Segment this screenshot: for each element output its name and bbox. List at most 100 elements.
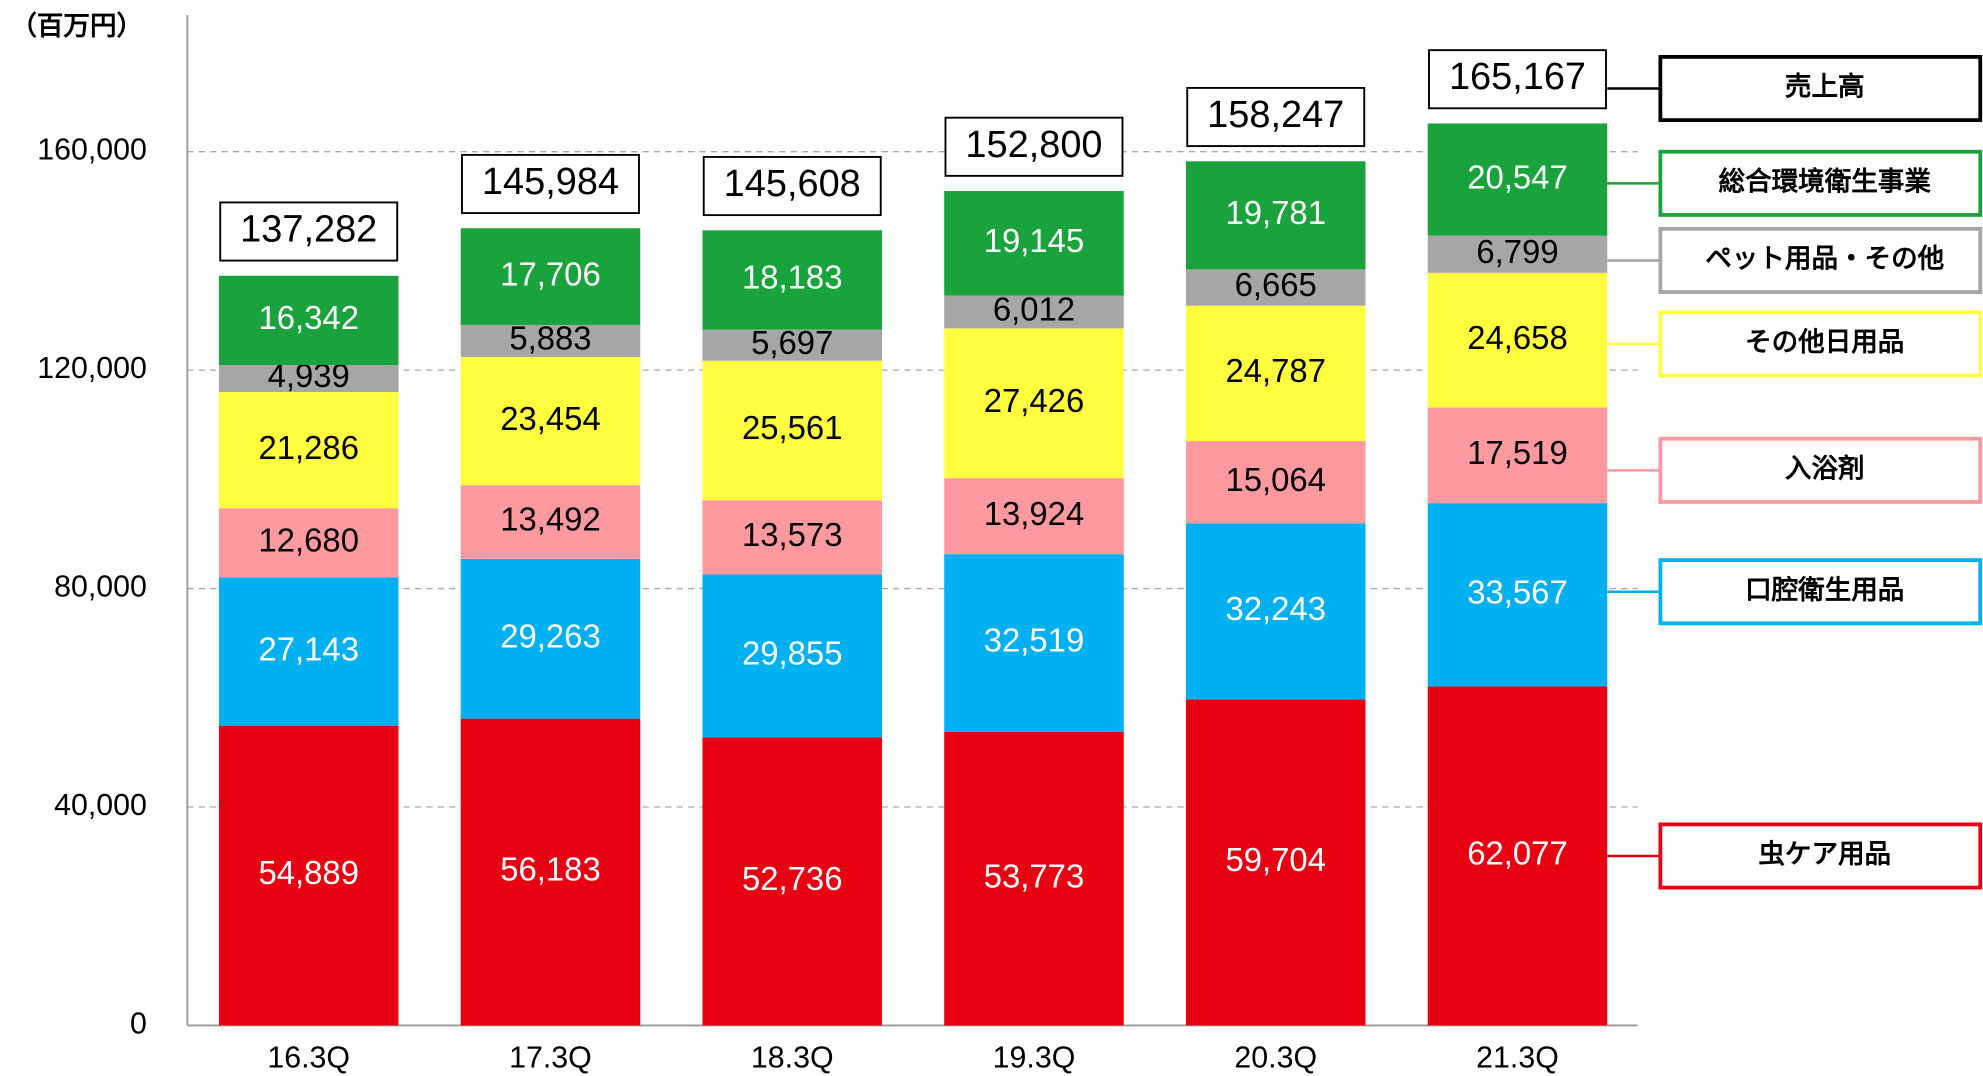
data-label: 12,680: [258, 522, 359, 559]
total-label: 165,167: [1449, 56, 1586, 98]
bar-segment: [702, 500, 883, 575]
data-label: 29,855: [742, 635, 843, 672]
total-label: 145,608: [724, 163, 861, 205]
bar-segment: [1427, 686, 1608, 1026]
bar-segment: [218, 391, 399, 509]
data-label: 32,243: [1225, 590, 1326, 627]
bar-segment: [1185, 441, 1366, 524]
data-label: 13,492: [500, 501, 601, 538]
bar-segment: [218, 577, 399, 726]
bar-segment: [218, 508, 399, 578]
data-label: 33,567: [1467, 573, 1568, 610]
data-label: 18,183: [742, 259, 843, 296]
data-label: 56,183: [500, 851, 601, 888]
data-label: 17,519: [1467, 434, 1568, 471]
legend-label: その他日用品: [1745, 327, 1904, 357]
bar-segment: [218, 275, 399, 366]
data-label: 17,706: [500, 255, 601, 292]
bar-segment: [1185, 269, 1366, 306]
total-label: 145,984: [482, 161, 619, 203]
legend-box: [1658, 436, 1983, 504]
total-box: [944, 116, 1124, 177]
data-label: 16,342: [258, 299, 359, 336]
data-label: 5,697: [751, 324, 833, 361]
bar-segment: [460, 357, 641, 486]
y-tick-label: 160,000: [37, 134, 147, 167]
total-box: [461, 153, 640, 215]
legend-box: [1658, 822, 1983, 890]
bar-segment: [1427, 407, 1608, 504]
x-tick-label: 17.3Q: [509, 1042, 592, 1075]
data-label: 19,145: [984, 222, 1085, 259]
data-label: 53,773: [984, 857, 1085, 894]
data-label: 6,012: [993, 291, 1075, 328]
bar-segment: [944, 191, 1124, 296]
data-label: 13,573: [742, 516, 843, 553]
legend-box: [1658, 55, 1983, 123]
bar-segment: [1185, 523, 1366, 700]
data-label: 6,799: [1476, 233, 1558, 270]
bar-segment: [702, 329, 883, 361]
y-tick-label: 0: [130, 1007, 147, 1040]
data-label: 24,658: [1467, 319, 1568, 356]
bar-segment: [1185, 699, 1366, 1026]
bar-segment: [218, 365, 399, 392]
total-label: 158,247: [1207, 94, 1344, 136]
data-label: 54,889: [258, 854, 359, 891]
data-label: 29,263: [500, 617, 601, 654]
data-label: 59,704: [1225, 841, 1326, 878]
bar-segment: [1427, 503, 1608, 687]
total-box: [219, 201, 399, 262]
bar-segment: [1185, 305, 1366, 442]
data-label: 24,787: [1225, 352, 1326, 389]
bar-segment: [218, 725, 399, 1026]
data-label: 15,064: [1225, 461, 1326, 498]
data-label: 23,454: [500, 400, 601, 437]
bar-segment: [1427, 123, 1608, 236]
bar-segment: [1185, 161, 1366, 270]
bar-segment: [702, 230, 883, 330]
legend-box: [1658, 558, 1983, 626]
total-box: [1428, 49, 1607, 110]
bar-segment: [460, 324, 641, 358]
bar-segment: [460, 485, 641, 559]
legend-box: [1658, 226, 1983, 294]
data-label: 62,077: [1467, 835, 1568, 872]
y-tick-label: 120,000: [37, 352, 147, 385]
data-label: 27,143: [258, 630, 359, 667]
bar-segment: [944, 295, 1124, 329]
total-label: 137,282: [240, 209, 377, 251]
legend-label: 売上高: [1785, 72, 1865, 102]
bar-segment: [1427, 235, 1608, 273]
x-tick-label: 20.3Q: [1234, 1042, 1317, 1075]
legend-box: [1658, 149, 1983, 217]
x-tick-label: 19.3Q: [993, 1042, 1076, 1075]
total-box: [702, 156, 882, 217]
bar-segment: [1427, 272, 1608, 408]
data-label: 20,547: [1467, 158, 1568, 195]
legend-label: 虫ケア用品: [1758, 839, 1891, 869]
x-tick-label: 21.3Q: [1476, 1042, 1559, 1075]
legend-box: [1658, 310, 1983, 378]
data-label: 32,519: [984, 622, 1085, 659]
bar-segment: [944, 328, 1124, 479]
legend-label: 口腔衛生用品: [1745, 575, 1904, 605]
total-box: [1186, 86, 1366, 148]
bar-segment: [460, 718, 641, 1026]
legend-label: ペット用品・その他: [1705, 243, 1944, 273]
bar-segment: [944, 731, 1124, 1026]
data-label: 6,665: [1235, 266, 1317, 303]
data-label: 19,781: [1225, 194, 1326, 231]
data-label: 52,736: [742, 860, 843, 897]
bar-segment: [460, 228, 641, 325]
data-label: 25,561: [742, 409, 843, 446]
x-tick-label: 18.3Q: [751, 1042, 834, 1075]
legend-label: 総合環境衛生事業: [1719, 166, 1932, 196]
bar-segment: [944, 478, 1124, 555]
bar-segment: [702, 360, 883, 501]
data-label: 27,426: [984, 382, 1085, 419]
bar-segment: [702, 737, 883, 1026]
bar-segment: [702, 574, 883, 738]
y-axis-label: （百万円）: [10, 11, 143, 41]
